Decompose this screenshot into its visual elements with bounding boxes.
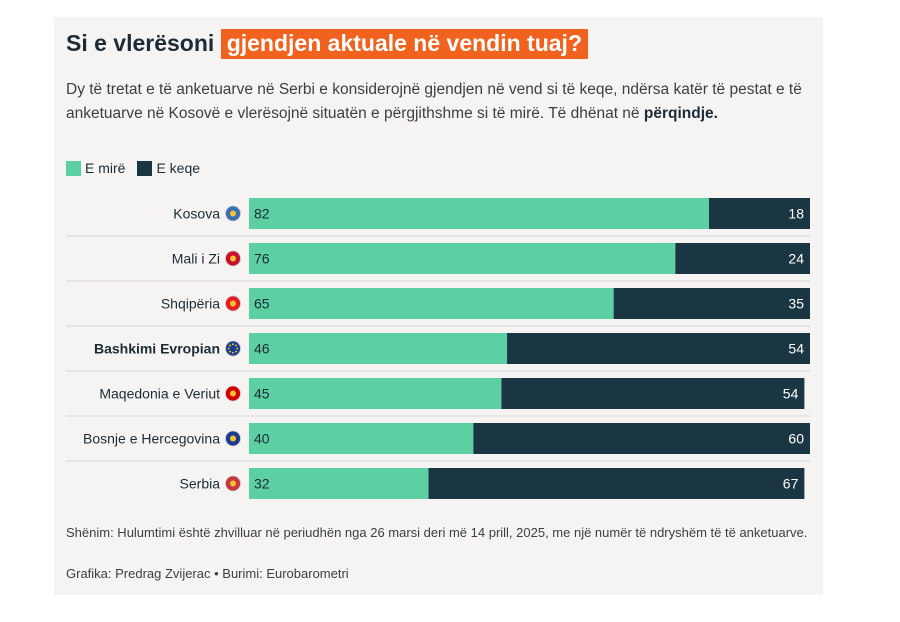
category-label-0: Kosova [173,206,220,222]
legend-item-bad: E keqe [137,160,200,176]
legend-label-good: E mirë [85,160,126,176]
bar-good-2 [249,288,614,319]
category-label-6: Serbia [180,476,221,492]
bar-bad-4 [501,378,805,409]
legend-swatch-bad [137,160,153,176]
flag-star [235,350,237,353]
flag-star [236,347,239,350]
flag-emblem [230,435,236,442]
legend-label-bad: E keqe [156,160,201,176]
title-plain: Si e vlerësoni [66,30,215,56]
bar-bad-1 [675,243,810,274]
flag-star [235,344,237,347]
bar-good-1 [249,243,676,274]
flag-emblem [230,210,236,217]
bar-good-5 [249,423,474,454]
value-label-bad-2: 35 [788,296,804,312]
flag-star [229,344,231,347]
chart-subtitle: Dy të tretat e të anketuarve në Serbi e … [66,78,811,126]
bar-bad-5 [473,423,810,454]
flag-icon [225,340,241,357]
category-label-2: Shqipëria [161,296,220,312]
value-label-bad-5: 60 [788,431,804,447]
subtitle-main: Dy të tretat e të anketuarve në Serbi e … [66,81,802,122]
chart-title: Si e vlerësoni gjendjen aktuale në vendi… [66,29,588,59]
legend-swatch-good [66,160,81,176]
flag-emblem [230,255,236,262]
value-label-bad-3: 54 [788,341,804,357]
value-label-good-4: 45 [254,386,270,402]
bar-good-6 [249,468,429,499]
bar-bad-6 [428,468,805,499]
legend-item-good: E mirë [66,160,125,176]
bar-bad-2 [613,288,810,319]
flag-star [232,351,234,354]
bar-good-3 [249,333,508,364]
bar-bad-0 [709,198,810,229]
bar-bad-3 [507,333,810,364]
flag-star [229,350,231,353]
footnote: Shënim: Hulumtimi është zhvilluar në per… [66,525,808,540]
credit-line: Grafika: Predrag Zvijerac • Burimi: Euro… [66,566,349,581]
flag-emblem [230,390,236,397]
value-label-good-0: 82 [254,206,270,222]
category-label-5: Bosnje e Hercegovina [83,431,220,447]
category-label-1: Mali i Zi [172,251,220,267]
bar-good-0 [249,198,710,229]
bar-good-4 [249,378,502,409]
legend: E mirë E keqe [66,160,212,176]
value-label-good-1: 76 [254,251,270,267]
title-highlight: gjendjen aktuale në vendin tuaj? [220,29,588,59]
value-label-good-3: 46 [254,341,270,357]
category-label-4: Maqedonia e Veriut [99,386,220,402]
subtitle-bold: përqindje. [643,105,718,122]
value-label-good-2: 65 [254,296,270,312]
flag-emblem [230,300,236,307]
value-label-good-5: 40 [254,431,270,447]
value-label-bad-0: 18 [788,206,804,222]
category-label-3: Bashkimi Evropian [94,341,220,357]
value-label-bad-1: 24 [788,251,804,267]
flag-emblem [230,480,236,487]
value-label-bad-6: 67 [783,476,799,492]
value-label-good-6: 32 [254,476,270,492]
flag-star [232,343,234,346]
value-label-bad-4: 54 [783,386,799,402]
flag-star [227,347,230,350]
